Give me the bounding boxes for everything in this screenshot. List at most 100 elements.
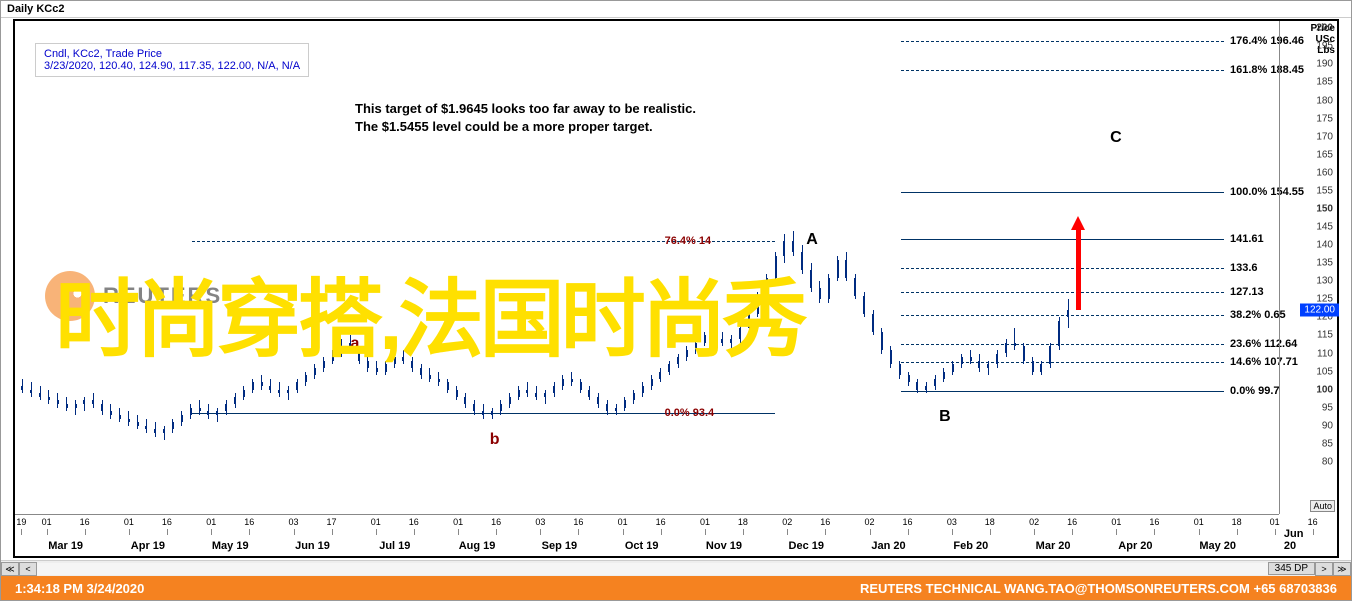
- x-day-tick: 01: [371, 517, 381, 527]
- candle: [978, 361, 980, 368]
- candle: [845, 260, 847, 278]
- candle: [181, 415, 183, 422]
- overlay-watermark: 时尚穿搭,法国时尚秀: [55, 251, 804, 374]
- candle: [429, 375, 431, 379]
- x-day-tick: 18: [985, 517, 995, 527]
- candle: [172, 422, 174, 429]
- datapoints-label: 345 DP: [1268, 562, 1315, 575]
- auto-scale-button[interactable]: Auto: [1310, 500, 1335, 512]
- candle: [137, 422, 139, 426]
- candle: [863, 296, 865, 314]
- candle: [854, 278, 856, 296]
- x-month-label: Sep 19: [542, 540, 577, 552]
- fib-line: [901, 268, 1224, 269]
- candle: [216, 411, 218, 415]
- candle: [987, 364, 989, 368]
- y-tick: 110: [1317, 348, 1333, 359]
- candle: [261, 382, 263, 386]
- x-month-label: Apr 20: [1118, 540, 1152, 552]
- x-month-label: Jun 20: [1284, 528, 1304, 552]
- candle: [128, 419, 130, 423]
- scroll-track[interactable]: [37, 563, 1268, 575]
- candle: [500, 404, 502, 411]
- x-day-tick: 19: [16, 517, 26, 527]
- candle: [1049, 346, 1051, 364]
- fib-line: [901, 362, 1224, 363]
- candle: [810, 270, 812, 288]
- fib-line: [901, 315, 1224, 316]
- x-day-tick: 03: [535, 517, 545, 527]
- candle: [119, 415, 121, 419]
- candle: [57, 400, 59, 404]
- window-title: Daily KCc2: [1, 1, 1351, 18]
- x-day-tick: 16: [903, 517, 913, 527]
- y-axis: PriceUScLbs Auto 20019519018518017517016…: [1279, 21, 1337, 514]
- candle: [535, 393, 537, 397]
- y-tick: 95: [1322, 402, 1333, 413]
- y-tick: 105: [1316, 366, 1333, 377]
- y-tick: 160: [1316, 167, 1333, 178]
- candle: [819, 288, 821, 299]
- candle: [934, 379, 936, 386]
- scroll-last-button[interactable]: ≫: [1333, 562, 1351, 576]
- candle: [456, 390, 458, 397]
- candle: [287, 390, 289, 394]
- candle: [890, 350, 892, 364]
- candle: [588, 390, 590, 397]
- candle: [916, 382, 918, 389]
- x-day-tick: 02: [865, 517, 875, 527]
- candle: [234, 397, 236, 404]
- x-day-tick: 16: [244, 517, 254, 527]
- fib-label: 127.13: [1230, 286, 1264, 298]
- x-month-label: Mar 19: [48, 540, 83, 552]
- horizontal-scrollbar[interactable]: ≪ < 345 DP > ≫: [1, 560, 1351, 576]
- candle: [101, 404, 103, 411]
- candle: [526, 390, 528, 394]
- y-tick: 150: [1316, 203, 1333, 214]
- legend-box: Cndl, KCc2, Trade Price 3/23/2020, 120.4…: [35, 43, 309, 77]
- fib-line: [901, 192, 1224, 193]
- scroll-right-button[interactable]: >: [1315, 562, 1333, 576]
- annotation-line1: This target of $1.9645 looks too far awa…: [355, 101, 696, 116]
- candle: [544, 393, 546, 397]
- candle: [642, 386, 644, 393]
- x-day-tick: 18: [738, 517, 748, 527]
- candle: [491, 411, 493, 415]
- x-month-label: Oct 19: [625, 540, 659, 552]
- x-day-tick: 17: [326, 517, 336, 527]
- y-tick: 80: [1322, 456, 1333, 467]
- y-tick: 175: [1316, 113, 1333, 124]
- candle: [269, 386, 271, 390]
- candle: [1058, 321, 1060, 346]
- candle: [296, 382, 298, 389]
- candle: [30, 390, 32, 394]
- x-day-tick: 02: [782, 517, 792, 527]
- candle: [482, 411, 484, 415]
- x-day-tick: 01: [124, 517, 134, 527]
- fib-line: [901, 70, 1224, 71]
- candle: [75, 404, 77, 408]
- candle: [943, 372, 945, 379]
- x-month-label: Feb 20: [953, 540, 988, 552]
- scroll-left-button[interactable]: <: [19, 562, 37, 576]
- fib-label: 0.0% 99.7: [1230, 385, 1280, 397]
- candle: [624, 400, 626, 407]
- x-month-label: Jun 19: [295, 540, 330, 552]
- fib-label: 133.6: [1230, 262, 1258, 274]
- y-tick: 190: [1316, 59, 1333, 70]
- candle: [66, 404, 68, 408]
- y-tick: 165: [1316, 149, 1333, 160]
- y-tick: 185: [1316, 77, 1333, 88]
- footer-contact: REUTERS TECHNICAL WANG.TAO@THOMSONREUTER…: [860, 581, 1337, 596]
- candle: [154, 429, 156, 433]
- x-day-tick: 16: [1067, 517, 1077, 527]
- x-day-tick: 01: [42, 517, 52, 527]
- candle: [961, 357, 963, 364]
- candle: [21, 386, 23, 390]
- candle: [970, 357, 972, 361]
- scroll-first-button[interactable]: ≪: [1, 562, 19, 576]
- annotation-line2: The $1.5455 level could be a more proper…: [355, 119, 653, 134]
- footer-bar: 1:34:18 PM 3/24/2020 REUTERS TECHNICAL W…: [1, 576, 1351, 600]
- candle: [190, 408, 192, 415]
- fib-line: [901, 239, 1224, 240]
